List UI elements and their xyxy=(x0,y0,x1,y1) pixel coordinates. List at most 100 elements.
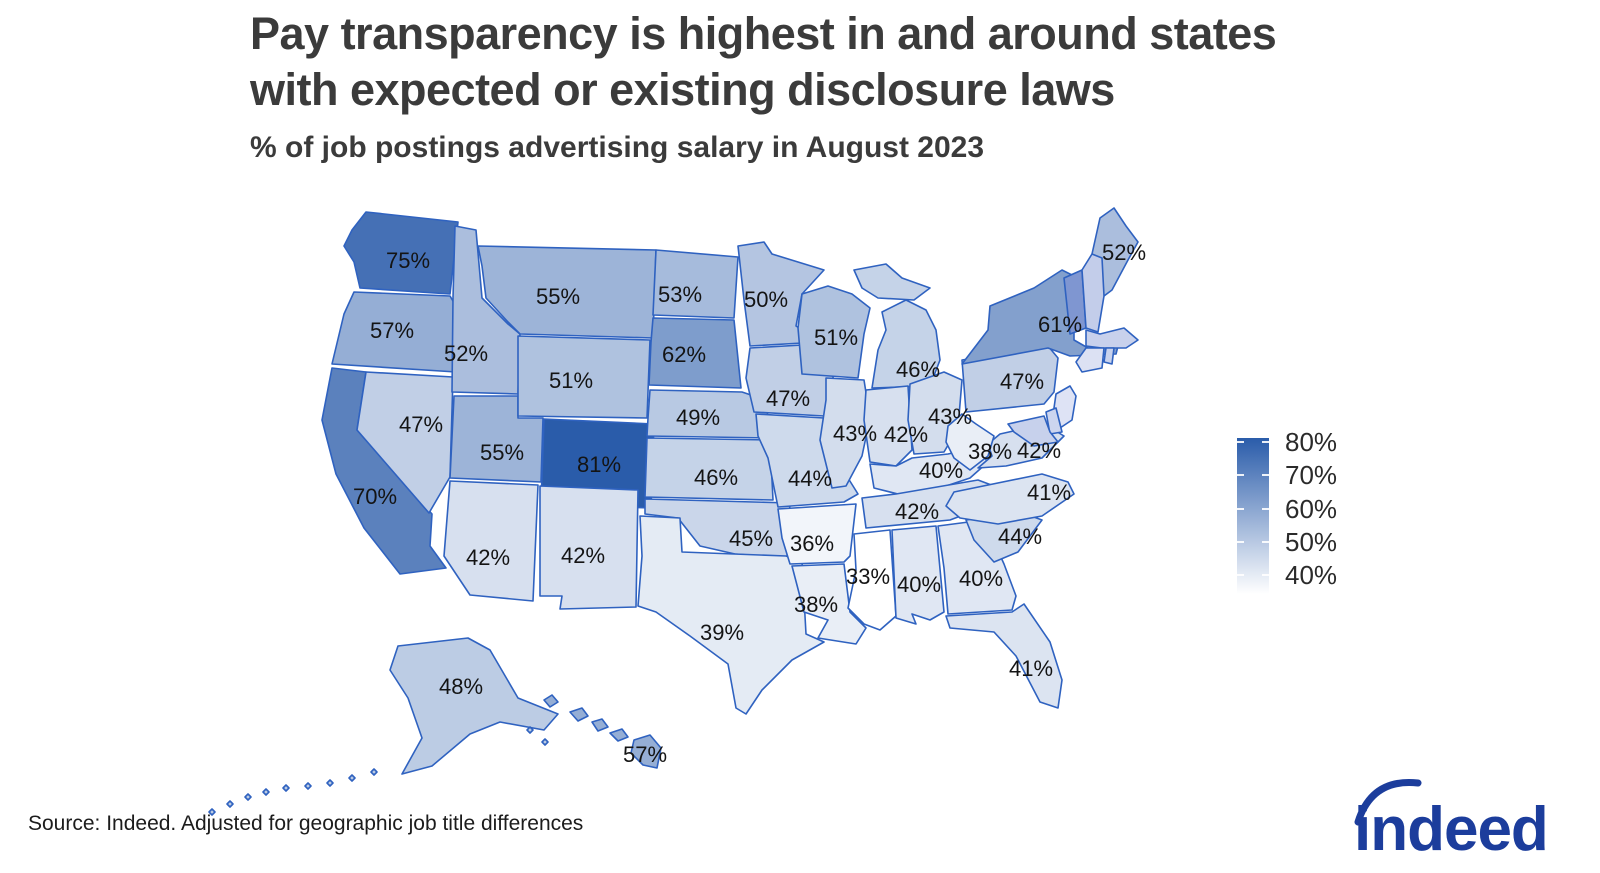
state-hi-part2 xyxy=(569,707,589,722)
value-label-ga: 40% xyxy=(959,566,1003,591)
value-label-ms: 33% xyxy=(846,564,890,589)
state-ri xyxy=(1103,347,1115,365)
state-ms xyxy=(847,529,897,631)
value-label-fl: 41% xyxy=(1009,656,1053,681)
value-label-sc: 44% xyxy=(998,524,1042,549)
legend-tick-50: 50% xyxy=(1285,527,1338,558)
value-label-tn: 42% xyxy=(895,499,939,524)
value-label-oh: 43% xyxy=(928,404,972,429)
value-label-wi: 51% xyxy=(814,325,858,350)
page-title: Pay transparency is highest in and aroun… xyxy=(250,6,1550,118)
value-label-la: 38% xyxy=(794,592,838,617)
state-wa xyxy=(343,211,459,295)
value-label-ak: 48% xyxy=(439,674,483,699)
state-mn xyxy=(737,241,825,347)
value-label-sd: 62% xyxy=(662,342,706,367)
value-label-mn: 50% xyxy=(744,287,788,312)
state-ar xyxy=(777,503,857,565)
state-ak-islet xyxy=(370,768,378,776)
state-sd xyxy=(648,317,742,389)
legend-tickmark xyxy=(1262,507,1269,510)
legend-tickmark xyxy=(1262,540,1269,543)
indeed-logo-graphic: indeed xyxy=(1354,778,1549,864)
indeed-logo-text: indeed xyxy=(1354,795,1548,864)
legend-tickmark xyxy=(1237,441,1244,443)
value-label-va: 42% xyxy=(1017,438,1061,463)
state-ny xyxy=(961,269,1119,365)
state-hi-part4 xyxy=(609,728,629,742)
value-label-me: 52% xyxy=(1102,240,1146,265)
state-ak-islet xyxy=(304,782,312,790)
legend-tickmark xyxy=(1237,507,1244,510)
state-md xyxy=(1007,415,1059,447)
legend-tick-80: 80% xyxy=(1285,427,1338,458)
legend-tickmark xyxy=(1262,574,1269,577)
state-nh xyxy=(1081,253,1105,333)
value-label-al: 40% xyxy=(897,572,941,597)
value-label-wy: 51% xyxy=(549,368,593,393)
state-hi-part1 xyxy=(543,694,559,708)
value-label-ok: 45% xyxy=(729,526,773,551)
state-mi xyxy=(853,263,931,301)
legend-tickmark xyxy=(1237,574,1244,577)
legend-tickmark xyxy=(1262,441,1269,443)
value-label-wa: 75% xyxy=(386,248,430,273)
value-label-mt: 55% xyxy=(536,284,580,309)
value-label-hi: 57% xyxy=(623,742,667,767)
state-ak-islet xyxy=(526,726,534,734)
value-label-or: 57% xyxy=(370,318,414,343)
value-label-mi: 46% xyxy=(896,357,940,382)
state-ak-islet xyxy=(208,808,216,816)
state-mi-part1 xyxy=(871,299,941,389)
value-label-ca: 70% xyxy=(353,484,397,509)
legend-tick-60: 60% xyxy=(1285,493,1338,524)
state-nc xyxy=(945,473,1075,525)
value-label-co: 81% xyxy=(577,452,621,477)
source-note: Source: Indeed. Adjusted for geographic … xyxy=(28,812,584,835)
state-ak-islet xyxy=(226,800,234,808)
state-wy xyxy=(517,335,651,419)
legend-tick-labels: 80% 70% 60% 50% 40% xyxy=(1285,426,1337,592)
state-ak-islet xyxy=(326,779,334,787)
value-label-nv: 47% xyxy=(399,412,443,437)
legend-gradient-bar xyxy=(1237,438,1269,594)
state-wv xyxy=(945,413,995,471)
value-label-az: 42% xyxy=(466,545,510,570)
title-line-2: with expected or existing disclosure law… xyxy=(250,63,1115,115)
value-label-ne: 49% xyxy=(676,405,720,430)
state-nv xyxy=(356,371,454,514)
value-label-mo: 44% xyxy=(788,466,832,491)
state-ct xyxy=(1075,347,1105,373)
state-al xyxy=(891,525,945,625)
legend-tickmark xyxy=(1237,474,1244,477)
value-label-nm: 42% xyxy=(561,543,605,568)
state-ak-islet xyxy=(244,793,252,801)
state-hi xyxy=(630,734,662,769)
state-ma xyxy=(1085,327,1139,349)
state-ak xyxy=(389,637,559,775)
value-label-ut: 55% xyxy=(480,440,524,465)
value-label-tx: 39% xyxy=(700,620,744,645)
state-hi-part3 xyxy=(591,718,609,732)
value-label-nd: 53% xyxy=(658,282,702,307)
state-la xyxy=(791,563,867,645)
value-label-il: 43% xyxy=(833,421,877,446)
state-ak-islet xyxy=(541,738,549,746)
legend-tickmark xyxy=(1262,474,1269,477)
value-label-ks: 46% xyxy=(694,465,738,490)
indeed-logo: indeed xyxy=(1342,770,1582,865)
indeed-logo-swoosh xyxy=(1354,778,1422,826)
state-nm xyxy=(539,485,639,610)
value-label-ny: 61% xyxy=(1038,312,1082,337)
value-label-id: 52% xyxy=(444,341,488,366)
legend-tickmark xyxy=(1237,540,1244,543)
value-label-in: 42% xyxy=(884,422,928,447)
state-az xyxy=(443,480,539,602)
legend-tick-40: 40% xyxy=(1285,560,1338,591)
state-fl xyxy=(945,603,1063,709)
value-label-nc: 41% xyxy=(1027,480,1071,505)
state-ak-islet xyxy=(282,784,290,792)
legend-tick-70: 70% xyxy=(1285,460,1338,491)
state-wi xyxy=(797,285,871,379)
